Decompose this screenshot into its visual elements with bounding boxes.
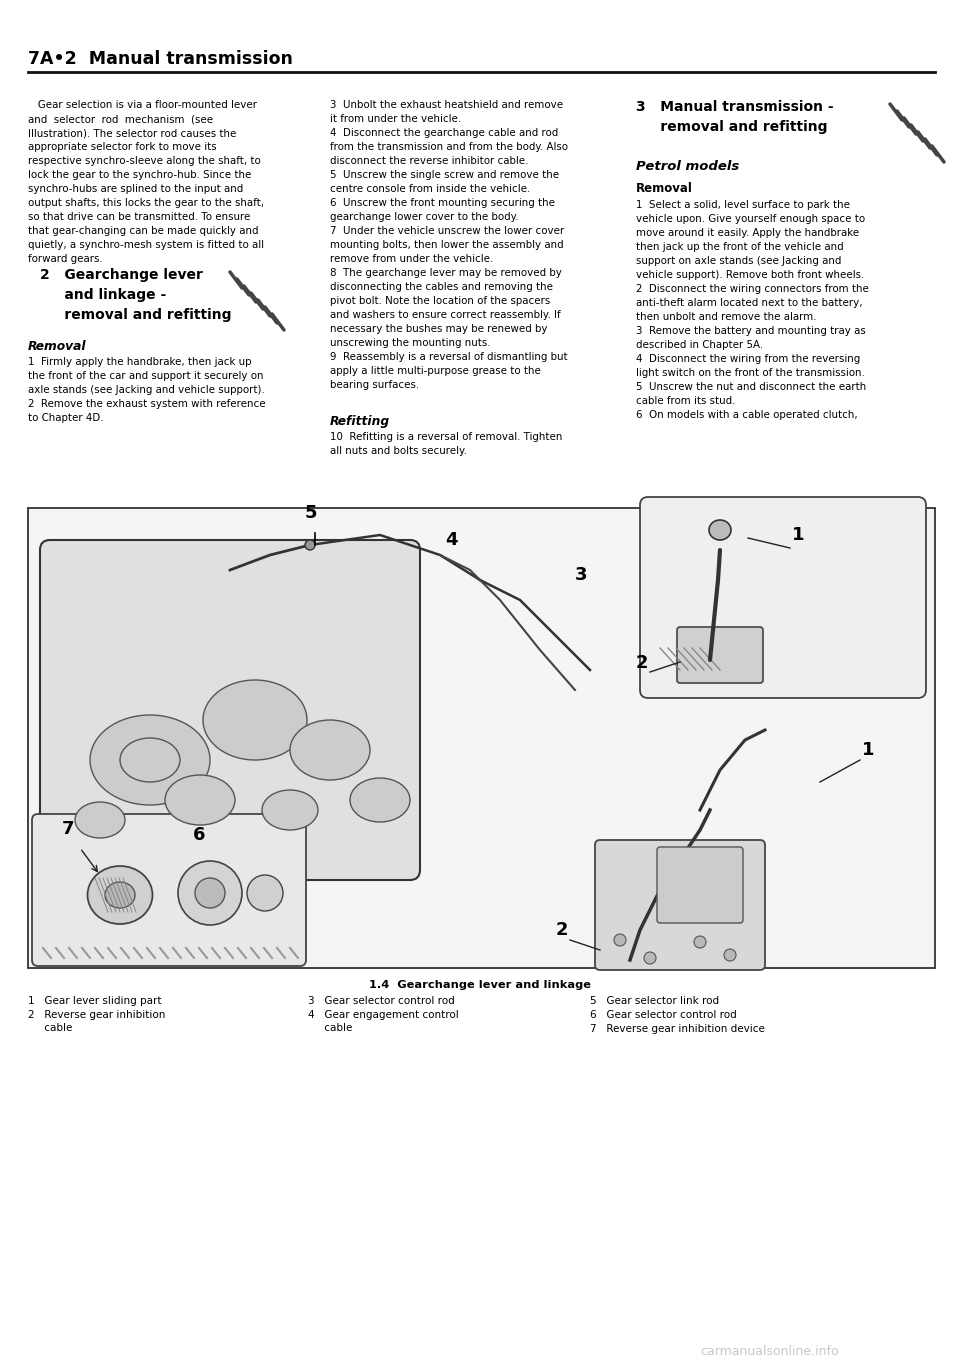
Text: Refitting: Refitting (330, 415, 390, 428)
Text: 5   Gear selector link rod: 5 Gear selector link rod (590, 996, 719, 1007)
Ellipse shape (165, 775, 235, 825)
Text: 10  Refitting is a reversal of removal. Tighten
all nuts and bolts securely.: 10 Refitting is a reversal of removal. T… (330, 432, 563, 456)
Text: 6   Gear selector control rod: 6 Gear selector control rod (590, 1011, 736, 1020)
Text: 7   Reverse gear inhibition device: 7 Reverse gear inhibition device (590, 1024, 765, 1034)
Text: 1  Select a solid, level surface to park the
vehicle upon. Give yourself enough : 1 Select a solid, level surface to park … (636, 200, 869, 419)
Text: 2   Gearchange lever
     and linkage -
     removal and refitting: 2 Gearchange lever and linkage - removal… (40, 268, 231, 321)
Text: Removal: Removal (28, 340, 86, 353)
FancyBboxPatch shape (677, 627, 763, 682)
Text: 2: 2 (556, 921, 568, 938)
Circle shape (305, 539, 315, 550)
Text: 7: 7 (62, 820, 75, 838)
FancyBboxPatch shape (32, 814, 306, 966)
Text: 3: 3 (575, 567, 588, 584)
FancyBboxPatch shape (40, 539, 420, 880)
Circle shape (247, 874, 283, 911)
Text: 3  Unbolt the exhaust heatshield and remove
it from under the vehicle.
4  Discon: 3 Unbolt the exhaust heatshield and remo… (330, 99, 568, 390)
Ellipse shape (120, 738, 180, 782)
Text: Petrol models: Petrol models (636, 159, 739, 173)
Text: 6: 6 (193, 825, 205, 844)
Text: 3   Gear selector control rod: 3 Gear selector control rod (308, 996, 455, 1007)
Circle shape (644, 952, 656, 964)
Text: 1  Firmly apply the handbrake, then jack up
the front of the car and support it : 1 Firmly apply the handbrake, then jack … (28, 357, 266, 424)
Circle shape (614, 934, 626, 947)
Ellipse shape (90, 715, 210, 805)
Text: 1: 1 (862, 741, 875, 759)
Text: carmanualsonline.info: carmanualsonline.info (700, 1346, 839, 1358)
FancyBboxPatch shape (640, 497, 926, 697)
Text: Gear selection is via a floor-mounted lever
and  selector  rod  mechanism  (see
: Gear selection is via a floor-mounted le… (28, 99, 264, 264)
Text: 1: 1 (792, 526, 804, 543)
Ellipse shape (262, 790, 318, 829)
Text: 1.4  Gearchange lever and linkage: 1.4 Gearchange lever and linkage (369, 981, 591, 990)
Text: 2: 2 (636, 654, 649, 671)
Circle shape (724, 949, 736, 962)
Ellipse shape (290, 720, 370, 780)
Text: 4   Gear engagement control
     cable: 4 Gear engagement control cable (308, 1011, 459, 1032)
Text: 2   Reverse gear inhibition
     cable: 2 Reverse gear inhibition cable (28, 1011, 165, 1032)
Circle shape (195, 878, 225, 908)
Ellipse shape (75, 802, 125, 838)
Circle shape (178, 861, 242, 925)
Ellipse shape (105, 883, 135, 908)
Text: Removal: Removal (636, 183, 693, 195)
FancyBboxPatch shape (595, 840, 765, 970)
Ellipse shape (203, 680, 307, 760)
Text: 4: 4 (445, 531, 458, 549)
Circle shape (694, 936, 706, 948)
FancyBboxPatch shape (657, 847, 743, 923)
Ellipse shape (709, 520, 731, 539)
Text: 7A•2  Manual transmission: 7A•2 Manual transmission (28, 50, 293, 68)
Text: 3   Manual transmission -
     removal and refitting: 3 Manual transmission - removal and refi… (636, 99, 833, 133)
Ellipse shape (350, 778, 410, 823)
Text: 5: 5 (305, 504, 318, 522)
Bar (28, 508, 935, 968)
Ellipse shape (87, 866, 153, 923)
Text: 1   Gear lever sliding part: 1 Gear lever sliding part (28, 996, 161, 1007)
